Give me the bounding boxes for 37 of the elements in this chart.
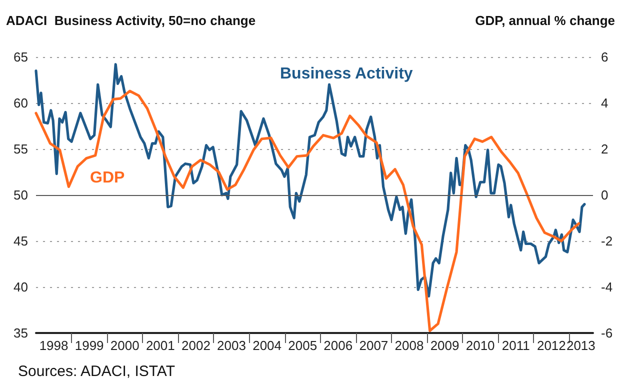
y2-tick-label: 0 — [601, 188, 608, 202]
y-tick-label: 65 — [14, 50, 28, 64]
y2-tick-label: -4 — [601, 280, 613, 294]
series-label: Business Activity — [280, 66, 413, 82]
x-tick-label: 1999 — [74, 338, 104, 353]
y2-tick-label: -6 — [601, 326, 613, 340]
source-note: Sources: ADACI, ISTAT — [18, 363, 175, 380]
line-series — [34, 90, 580, 332]
y2-axis-title: GDP, annual % change — [475, 13, 615, 28]
y-axis-title: ADACI Business Activity, 50=no change — [6, 13, 256, 28]
x-tick-label: 2006 — [324, 338, 353, 353]
y-tick-label: 55 — [14, 142, 28, 156]
x-tick-label: 2005 — [288, 338, 318, 353]
series-label: GDP — [90, 170, 125, 186]
y2-tick-label: 2 — [601, 142, 608, 156]
x-tick-label: 2010 — [466, 338, 495, 353]
x-tick-label: 2013 — [566, 338, 596, 353]
x-tick-label: 2004 — [252, 338, 282, 353]
y2-tick-label: -2 — [601, 234, 613, 248]
y-tick-label: 60 — [14, 96, 28, 110]
line-series — [34, 63, 586, 298]
y2-tick-label: 6 — [601, 50, 608, 64]
x-tick-label: 2011 — [502, 338, 530, 353]
y-tick-label: 50 — [14, 188, 28, 202]
x-tick-label: 2003 — [217, 338, 246, 353]
x-tick-label: 2008 — [394, 338, 424, 353]
x-tick-label: 2009 — [430, 338, 460, 353]
y-tick-label: 40 — [14, 280, 28, 294]
x-tick-label: 2001 — [146, 338, 175, 353]
x-tick-label: 2002 — [181, 338, 210, 353]
x-tick-label: 1998 — [39, 338, 68, 353]
x-tick-label: 2007 — [359, 338, 388, 353]
y-tick-label: 35 — [14, 326, 28, 340]
x-tick-label: 2012 — [536, 338, 566, 353]
x-tick-label: 2000 — [110, 338, 140, 353]
y-tick-label: 45 — [14, 234, 28, 248]
y2-tick-label: 4 — [601, 96, 608, 110]
